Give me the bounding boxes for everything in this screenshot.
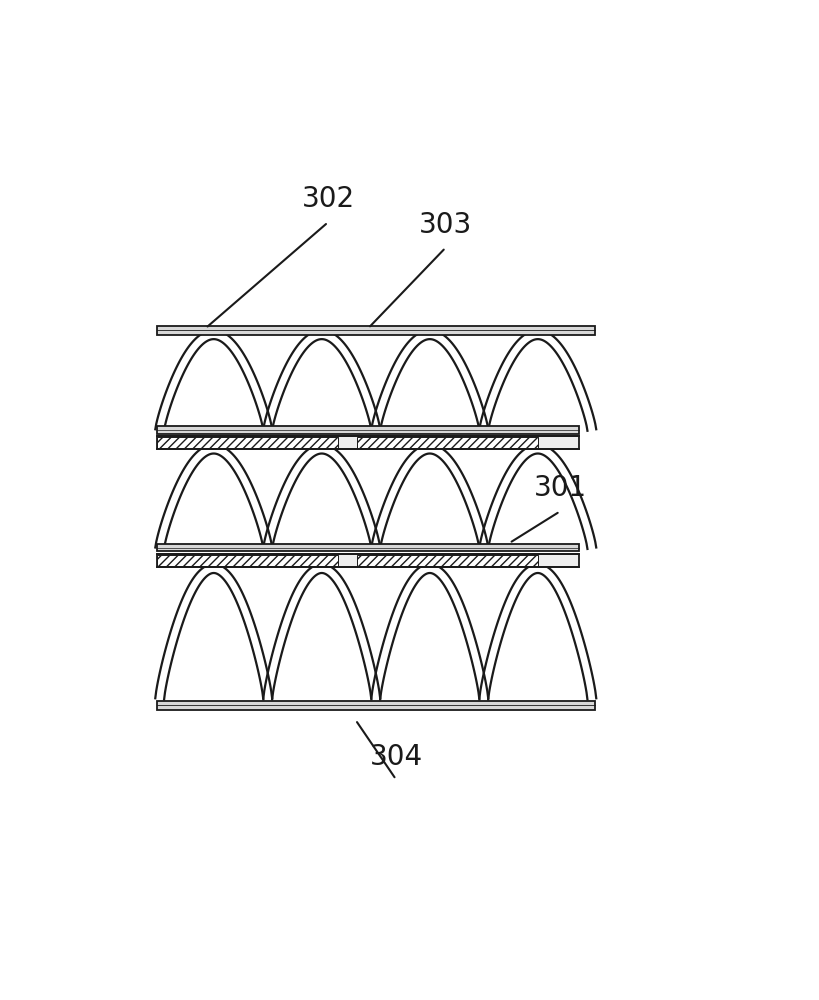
Bar xyxy=(156,436,578,449)
Text: 301: 301 xyxy=(533,474,586,502)
Bar xyxy=(356,555,537,566)
Bar xyxy=(156,326,595,335)
Bar xyxy=(356,437,537,448)
Bar xyxy=(156,555,337,566)
Bar xyxy=(156,701,595,710)
Text: 304: 304 xyxy=(369,743,422,771)
Bar xyxy=(156,554,578,567)
Text: 303: 303 xyxy=(419,211,472,239)
Bar xyxy=(156,437,337,448)
Text: 302: 302 xyxy=(301,185,355,213)
Bar xyxy=(156,426,578,434)
Bar xyxy=(156,544,578,551)
